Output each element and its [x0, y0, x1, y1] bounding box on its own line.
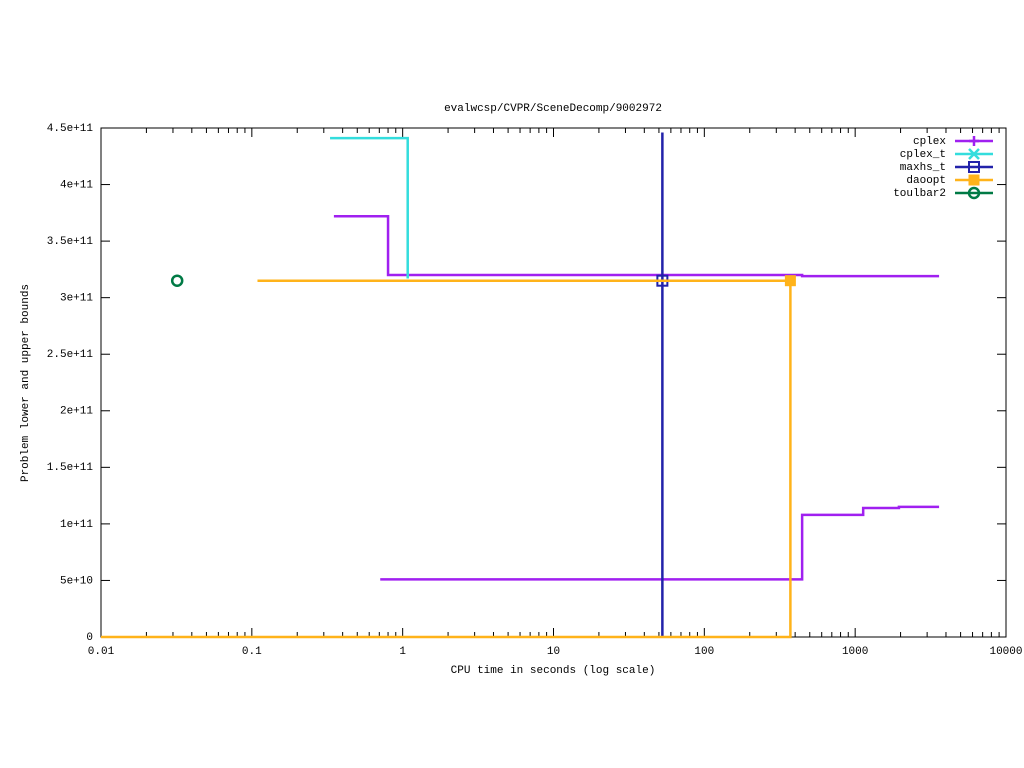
- y-tick-label: 2e+11: [60, 406, 93, 418]
- series-line: [330, 136, 409, 279]
- x-tick-label: 1: [399, 646, 406, 658]
- y-tick-label: 3e+11: [60, 293, 93, 305]
- legend-marker: [968, 148, 980, 160]
- y-axis-label: Problem lower and upper bounds: [20, 284, 32, 482]
- legend-label: daoopt: [906, 175, 946, 187]
- y-tick-label: 5e+10: [60, 575, 93, 587]
- y-tick-label: 4.5e+11: [47, 123, 94, 135]
- chart-title: evalwcsp/CVPR/SceneDecomp/9002972: [444, 103, 662, 115]
- legend-label: toulbar2: [893, 188, 946, 200]
- legend-marker: [968, 174, 980, 186]
- y-tick-label: 3.5e+11: [47, 236, 94, 248]
- y-tick-label: 2.5e+11: [47, 349, 94, 361]
- y-tick-label: 1e+11: [60, 519, 93, 531]
- legend-marker: [968, 161, 980, 173]
- x-tick-label: 1000: [842, 646, 868, 658]
- legend-label: cplex: [913, 136, 946, 148]
- legend-marker: [969, 136, 979, 146]
- legend-label: cplex_t: [900, 149, 946, 161]
- series-line: [101, 279, 792, 639]
- y-tick-label: 1.5e+11: [47, 462, 94, 474]
- marker: [784, 275, 796, 287]
- legend-marker: [967, 186, 981, 200]
- x-tick-label: 0.01: [88, 646, 115, 658]
- marker: [170, 274, 184, 287]
- x-tick-label: 100: [694, 646, 714, 658]
- x-axis-label: CPU time in seconds (log scale): [451, 665, 656, 677]
- x-tick-label: 10000: [989, 646, 1022, 658]
- x-tick-label: 10: [547, 646, 560, 658]
- series-line: [333, 214, 940, 581]
- y-tick-label: 0: [86, 632, 93, 644]
- legend-label: maxhs_t: [900, 162, 946, 174]
- x-tick-label: 0.1: [242, 646, 262, 658]
- y-tick-label: 4e+11: [60, 179, 93, 191]
